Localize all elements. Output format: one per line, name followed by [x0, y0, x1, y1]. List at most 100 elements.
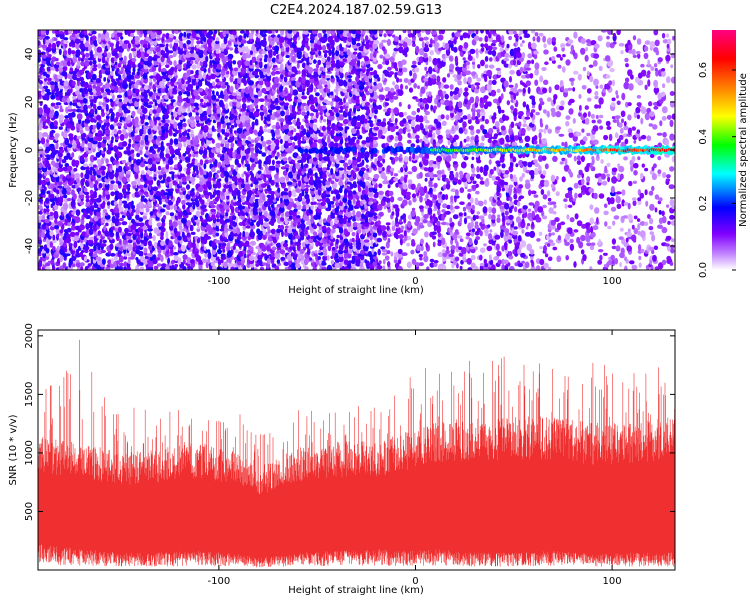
spectrogram-cell — [142, 107, 148, 114]
spectrogram-cell — [377, 155, 383, 162]
spectrogram-cell — [88, 228, 94, 235]
spectrogram-cell — [229, 85, 234, 93]
spectrogram-cell — [109, 183, 114, 191]
spectrogram-cell — [75, 209, 81, 217]
spectrogram-cell — [145, 36, 151, 42]
spectrogram-cell — [239, 30, 246, 34]
spectrogram-cell — [183, 31, 187, 38]
spectrogram-cell — [81, 120, 86, 128]
spectrogram-cell — [152, 235, 156, 242]
spectrogram-cell — [220, 253, 226, 258]
spectrogram-cell — [91, 128, 96, 133]
spectrogram-cell — [120, 211, 124, 215]
spectrogram-cell — [254, 68, 261, 72]
spectrogram-cell — [38, 156, 42, 162]
spectrogram-cell — [151, 162, 157, 170]
spectrogram-cell — [171, 115, 175, 120]
spectrogram-cell — [87, 142, 94, 149]
spectrogram-cell — [274, 139, 280, 144]
spectrogram-cell — [63, 80, 69, 87]
spectrogram-cell — [152, 109, 157, 114]
spectrogram-cell — [119, 238, 122, 245]
spectrogram-cell — [165, 119, 171, 124]
spectrogram-cell — [378, 190, 384, 196]
spectrogram-cell — [109, 124, 115, 130]
spectrogram-cell — [79, 129, 84, 135]
spectrogram-cell — [274, 76, 280, 84]
spectrogram-cell — [271, 30, 275, 35]
spectrogram-cell — [124, 90, 128, 98]
spectrogram-cell — [80, 172, 84, 179]
spectrogram-cell — [89, 98, 94, 103]
spectrogram-cell — [312, 201, 317, 205]
spectrogram-cell — [309, 112, 314, 117]
spectrogram-cell — [399, 238, 403, 246]
spectrogram-cell — [98, 69, 102, 76]
spectrogram-cell — [66, 97, 71, 104]
spectrogram-cell — [280, 110, 285, 117]
spectrogram-cell — [66, 227, 72, 233]
spectrogram-cell — [142, 225, 148, 231]
spectrogram-cell — [85, 198, 90, 203]
spectrogram-cell — [131, 180, 137, 186]
spectrogram-cell — [397, 89, 404, 96]
spectrogram-cell — [101, 105, 107, 110]
spectrogram-cell — [385, 180, 390, 185]
spectrogram-cell — [116, 122, 123, 127]
spectrogram-cell — [72, 74, 78, 81]
spectrogram-cell — [109, 238, 115, 244]
spectrogram-cell — [52, 246, 56, 251]
spectrogram-cell — [127, 243, 133, 252]
spectrogram-cell — [394, 156, 399, 162]
spectrogram-cell — [264, 54, 268, 60]
spectrogram-cell — [345, 102, 349, 107]
spectrogram-cell — [391, 211, 395, 216]
spectrogram-cell — [285, 225, 289, 229]
spectrogram-cell — [119, 39, 123, 47]
spectrogram-cell — [343, 47, 348, 52]
spectrogram-cell — [265, 139, 272, 145]
spectrogram-cell — [262, 105, 267, 110]
spectrogram-cell — [393, 62, 398, 70]
spectrogram-cell — [228, 215, 233, 220]
spectrogram-cell — [143, 198, 148, 203]
spectrogram-cell — [387, 184, 391, 189]
spectrogram-cell — [170, 215, 175, 220]
spectrogram-cell — [386, 250, 391, 255]
spectrogram-cell — [140, 255, 145, 263]
spectrogram-cell — [168, 240, 173, 248]
spectrogram-cell — [352, 181, 357, 186]
spectrogram-cell — [64, 94, 69, 99]
spectrogram-cell — [166, 194, 170, 200]
spectrogram-cell — [181, 199, 186, 205]
spectrogram-cell — [326, 227, 331, 235]
spectrogram-cell — [125, 109, 131, 114]
spectrogram-cell — [371, 30, 378, 35]
spectrogram-cell — [83, 237, 87, 243]
spectrogram-cell — [232, 60, 237, 65]
spectrogram-cell — [284, 164, 290, 168]
spectrogram-cell — [128, 138, 132, 144]
chart-title: C2E4.2024.187.02.59.G13 — [270, 3, 442, 18]
spectrogram-cell — [50, 129, 56, 134]
spectrogram-cell — [142, 30, 149, 36]
spectrogram-cell — [245, 46, 249, 53]
spectrogram-cell — [63, 37, 69, 41]
spectrogram-cell — [210, 204, 216, 209]
spectrogram-cell — [62, 49, 68, 56]
spectrogram-cell — [403, 230, 407, 237]
spectrogram-cell — [89, 60, 93, 66]
spectrogram-cell — [43, 208, 47, 214]
spectrogram-cell — [326, 56, 331, 62]
spectrogram-cell — [275, 105, 281, 111]
spectrogram-cell — [161, 263, 167, 268]
spectrogram-cell — [117, 129, 122, 135]
spectrogram-cell — [384, 97, 390, 102]
spectrogram-cell — [295, 162, 301, 170]
spectrogram-cell — [105, 158, 109, 165]
spectrogram-cell — [139, 30, 144, 35]
spectrogram-cell — [198, 108, 203, 114]
spectrogram-cell — [383, 33, 387, 38]
spectrogram-cell — [54, 218, 58, 224]
spectrogram-cell — [386, 38, 391, 47]
